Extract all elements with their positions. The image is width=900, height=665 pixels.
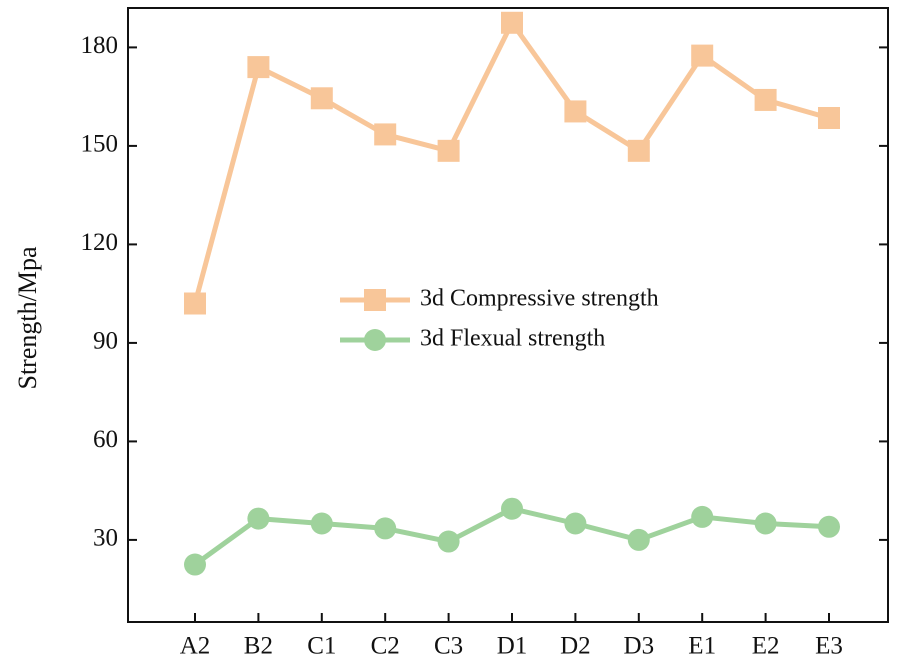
x-tick-label: A2 <box>180 633 211 660</box>
data-point-circle <box>501 497 523 520</box>
data-point-circle <box>818 515 840 538</box>
data-point-circle <box>310 512 333 535</box>
x-tick-label: E2 <box>752 633 780 660</box>
y-axis-title: Strength/Mpa <box>13 246 42 389</box>
legend-label: 3d Flexual strength <box>420 326 605 352</box>
y-tick-label: 180 <box>81 32 119 59</box>
x-tick-label: B2 <box>244 633 273 660</box>
x-tick-label: D1 <box>497 633 528 660</box>
y-tick-label: 90 <box>93 328 118 355</box>
legend-marker-square <box>364 289 386 311</box>
legend-item: 3d Flexual strength <box>340 326 605 352</box>
series-line <box>192 20 830 305</box>
series-compressive <box>184 11 840 315</box>
data-point-square <box>184 292 206 315</box>
y-tick-label: 150 <box>81 131 119 158</box>
x-tick-label: E1 <box>688 633 716 660</box>
legend-marker-circle <box>364 329 386 351</box>
data-point-square <box>754 88 777 111</box>
data-point-square <box>818 106 840 129</box>
data-point-square <box>691 44 714 67</box>
data-point-square <box>437 139 460 162</box>
data-point-circle <box>184 553 206 576</box>
y-tick-label: 120 <box>81 229 119 256</box>
data-point-circle <box>247 507 270 530</box>
y-tick-label: 60 <box>93 426 118 453</box>
data-point-circle <box>627 528 650 551</box>
x-tick-label: D2 <box>560 633 591 660</box>
plot-border <box>127 7 889 623</box>
x-tick-label: C1 <box>307 633 336 660</box>
x-tick-label: C3 <box>434 633 463 660</box>
data-point-circle <box>754 512 777 535</box>
data-point-square <box>310 87 333 110</box>
x-axis: A2 B2 C1 C2 C3 D1 D2 D3 E1 E2 E3 <box>180 613 843 660</box>
y-axis: 30 60 90 120 150 180 <box>81 32 888 552</box>
plot-area <box>127 7 889 623</box>
data-point-square <box>374 123 397 146</box>
data-point-square <box>501 11 523 34</box>
data-point-circle <box>691 505 714 528</box>
data-point-circle <box>437 530 460 553</box>
data-point-circle <box>374 517 397 540</box>
y-tick-label: 30 <box>93 525 118 552</box>
x-tick-label: C2 <box>371 633 400 660</box>
data-point-square <box>627 139 650 162</box>
series-flexual <box>184 497 840 576</box>
data-point-square <box>247 56 270 79</box>
legend-item: 3d Compressive strength <box>340 286 659 312</box>
x-tick-label: D3 <box>624 633 655 660</box>
legend-label: 3d Compressive strength <box>420 286 659 312</box>
x-tick-label: E3 <box>815 633 843 660</box>
series-layer <box>184 11 840 576</box>
data-point-circle <box>564 512 587 535</box>
data-point-square <box>564 100 587 123</box>
legend: 3d Compressive strength 3d Flexual streng… <box>340 286 659 352</box>
